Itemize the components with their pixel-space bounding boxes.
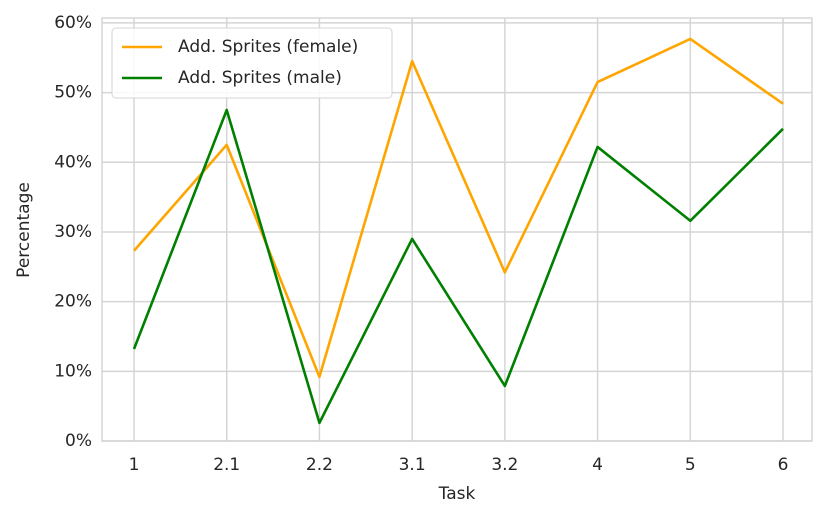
x-tick-label: 6 <box>778 455 789 475</box>
y-tick-label: 50% <box>54 83 92 103</box>
legend-label: Add. Sprites (female) <box>178 37 358 57</box>
x-tick-label: 3.1 <box>399 455 426 475</box>
x-tick-label: 3.2 <box>491 455 518 475</box>
grid <box>102 18 812 442</box>
y-tick-label: 30% <box>54 222 92 242</box>
y-tick-label: 40% <box>54 152 92 172</box>
data-line <box>132 108 784 425</box>
y-tick-label: 10% <box>54 361 92 381</box>
x-tick-label: 5 <box>685 455 696 475</box>
legend-label: Add. Sprites (male) <box>178 68 342 88</box>
x-tick-label: 2.1 <box>213 455 240 475</box>
data-line <box>133 37 784 379</box>
x-axis-label: Task <box>438 484 476 504</box>
y-tick-label: 60% <box>54 13 92 33</box>
legend: Add. Sprites (female) Add. Sprites (male) <box>111 27 393 99</box>
lines <box>132 37 784 425</box>
legend-box <box>111 27 393 99</box>
y-axis-label: Percentage <box>14 182 34 278</box>
y-tick-label: 20% <box>54 292 92 312</box>
x-tick-label: 2.2 <box>306 455 333 475</box>
y-tick-label: 0% <box>65 431 92 451</box>
x-tick-label: 1 <box>129 455 140 475</box>
x-tick-label: 4 <box>592 455 603 475</box>
